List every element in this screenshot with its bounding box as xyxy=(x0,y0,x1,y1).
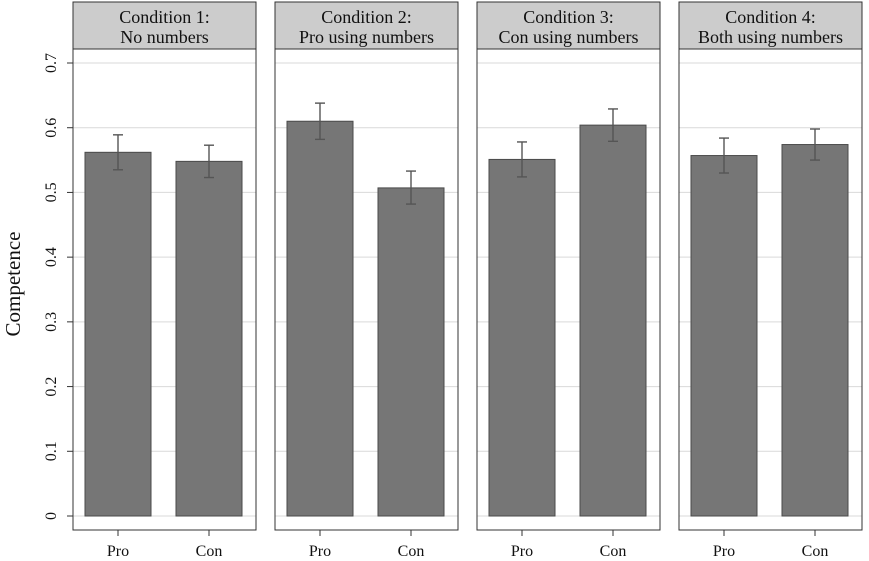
panel-title-line1: Condition 4: xyxy=(725,7,816,27)
error-bar xyxy=(810,128,820,161)
panel-title-line2: No numbers xyxy=(120,27,209,47)
panel-title-line2: Both using numbers xyxy=(698,27,843,47)
bar-pro xyxy=(690,155,758,517)
error-bar xyxy=(113,134,123,171)
x-tick-label: Pro xyxy=(107,543,129,560)
panel-title-line1: Condition 1: xyxy=(119,7,210,27)
error-bar xyxy=(719,137,729,174)
x-tick-label: Pro xyxy=(713,543,735,560)
y-tick-label: 0.1 xyxy=(43,441,60,461)
y-tick-label: 0.4 xyxy=(43,247,60,267)
panel-header xyxy=(72,1,257,50)
x-tick-label: Pro xyxy=(511,543,533,560)
bars-layer xyxy=(84,102,849,517)
y-tick-label: 0.3 xyxy=(43,312,60,332)
panel-header xyxy=(678,1,863,50)
panel-title-line1: Condition 2: xyxy=(321,7,412,27)
y-axis-label: Competence xyxy=(1,232,25,337)
x-tick-label: Pro xyxy=(309,543,331,560)
error-bar xyxy=(204,144,214,179)
y-tick-label: 0 xyxy=(43,512,60,520)
error-bar xyxy=(406,170,416,205)
y-tick-label: 0.2 xyxy=(43,377,60,397)
bar-con xyxy=(377,187,445,517)
panel-header xyxy=(274,1,459,50)
bar-con xyxy=(175,160,243,517)
bar-con xyxy=(781,144,849,517)
y-tick-label: 0.6 xyxy=(43,118,60,138)
panel-title-line2: Pro using numbers xyxy=(299,27,434,47)
x-tick-label: Con xyxy=(600,543,627,560)
bar-pro xyxy=(286,120,354,517)
x-axis-labels: Pro Con Pro Con Pro Con Pro Con xyxy=(107,530,828,560)
bar-pro xyxy=(488,158,556,517)
error-bar xyxy=(608,108,618,143)
y-axis: 0 0.1 0.2 0.3 0.4 0.5 0.6 0.7 xyxy=(43,53,73,520)
y-tick-label: 0.7 xyxy=(43,53,60,73)
error-bar xyxy=(517,141,527,178)
error-bar xyxy=(315,102,325,141)
panel-header xyxy=(476,1,661,50)
panel-title-line2: Con using numbers xyxy=(498,27,638,47)
x-tick-label: Con xyxy=(196,543,223,560)
x-tick-label: Con xyxy=(398,543,425,560)
headers-layer: Condition 1:No numbers Condition 2:Pro us… xyxy=(72,1,863,50)
panel-title-line1: Condition 3: xyxy=(523,7,614,27)
bar-pro xyxy=(84,151,152,517)
bar-con xyxy=(579,124,647,517)
y-tick-label: 0.5 xyxy=(43,182,60,202)
x-tick-label: Con xyxy=(802,543,829,560)
